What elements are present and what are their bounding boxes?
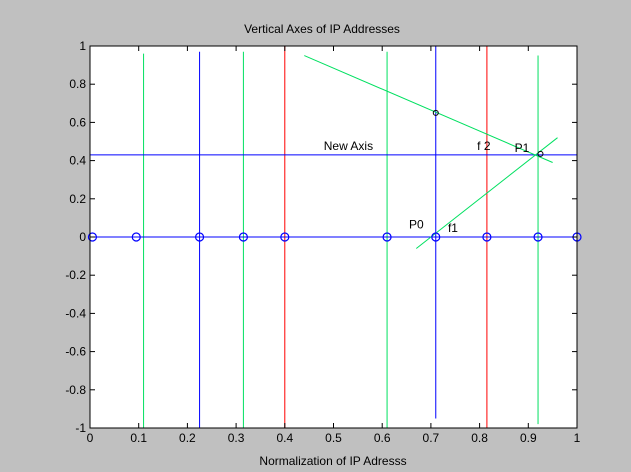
y-tick-label-10: 1 <box>79 39 86 53</box>
x-tick-label-9: 0.9 <box>520 431 537 445</box>
annotation-f-2: f 2 <box>477 139 491 153</box>
annotations-group: New Axis f 2 P1 P0 f1 <box>324 139 530 235</box>
y-tick-label-2: -0.6 <box>65 345 86 359</box>
axis-marker-8 <box>533 232 543 242</box>
y-tick-label-0: -1 <box>75 421 86 435</box>
y-tick-label-4: -0.2 <box>65 268 86 282</box>
axis-marker-1 <box>131 232 141 242</box>
axis-marker-5 <box>382 232 392 242</box>
annotation-p0: P0 <box>409 217 424 231</box>
axis-marker-0 <box>87 232 98 242</box>
y-tick-group: -1 -0.8 -0.6 -0.4 -0.2 0 0.2 0.4 0.6 0.8 1 <box>65 39 577 435</box>
axis-marker-6 <box>431 232 441 242</box>
y-tick-label-6: 0.2 <box>69 192 86 206</box>
x-tick-label-7: 0.7 <box>423 431 440 445</box>
line-f1 <box>415 137 558 249</box>
annotation-p1: P1 <box>515 141 530 155</box>
y-tick-label-9: 0.8 <box>69 77 86 91</box>
x-axis-label: Normalization of IP Adresss <box>259 454 406 468</box>
x-tick-label-2: 0.2 <box>179 431 196 445</box>
annotation-f1: f1 <box>448 221 458 235</box>
x-tick-label-3: 0.3 <box>228 431 245 445</box>
axis-marker-2 <box>194 232 205 242</box>
y-tick-label-3: -0.4 <box>65 306 86 320</box>
annotation-new-axis: New Axis <box>324 139 373 153</box>
x-tick-label-10: 1 <box>574 431 581 445</box>
axis-marker-7 <box>482 232 492 242</box>
x-tick-group: 0 0.1 0.2 0.3 0.4 0.5 0.6 0.7 0.8 0.9 1 <box>87 46 581 445</box>
x-tick-label-4: 0.4 <box>276 431 293 445</box>
horizontal-lines-group <box>90 154 577 238</box>
axis-marker-3 <box>238 232 249 242</box>
intersection-point-1 <box>537 150 544 157</box>
axis-marker-4 <box>280 232 290 242</box>
y-tick-label-7: 0.4 <box>69 154 86 168</box>
y-tick-label-8: 0.6 <box>69 115 86 129</box>
x-tick-label-1: 0.1 <box>130 431 147 445</box>
chart-title: Vertical Axes of IP Addresses <box>244 22 400 36</box>
x-tick-label-0: 0 <box>87 431 94 445</box>
x-tick-label-5: 0.5 <box>325 431 342 445</box>
x-tick-label-8: 0.8 <box>471 431 488 445</box>
diagonal-lines-group <box>304 55 558 249</box>
y-tick-label-5: 0 <box>79 230 86 244</box>
line-f2 <box>304 55 553 163</box>
x-tick-label-6: 0.6 <box>374 431 391 445</box>
intersection-point-0 <box>432 109 439 116</box>
y-tick-label-1: -0.8 <box>65 383 86 397</box>
